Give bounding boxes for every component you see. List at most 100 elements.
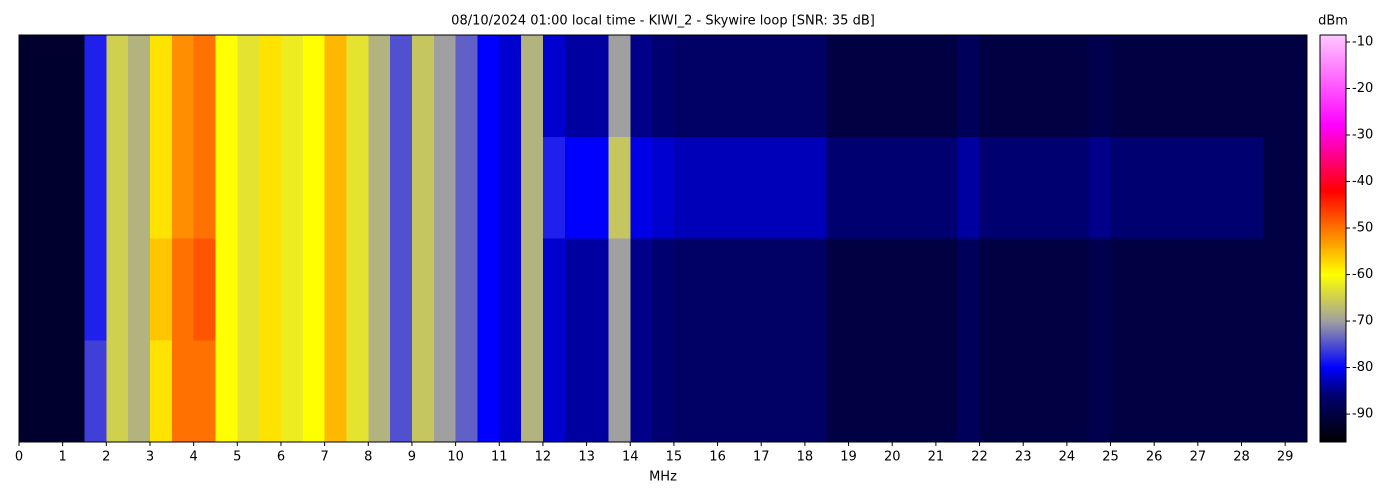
heatmap-cell <box>499 340 522 443</box>
heatmap-cell <box>455 35 478 138</box>
heatmap-cell <box>848 340 871 443</box>
heatmap-cell <box>1110 136 1133 239</box>
colorbar-tick-label: -70 <box>1352 314 1373 329</box>
heatmap-cell <box>237 136 260 239</box>
heatmap-cell <box>542 136 566 239</box>
heatmap-cell <box>870 340 893 443</box>
colorbar-tick-label: -30 <box>1352 128 1373 143</box>
heatmap-cell <box>259 35 282 138</box>
heatmap-cell <box>84 136 107 239</box>
heatmap-cell <box>783 35 806 138</box>
heatmap-cell <box>19 340 42 443</box>
plot-frame <box>18 34 1308 443</box>
heatmap-cell <box>1088 35 1112 138</box>
heatmap-cell <box>1241 238 1264 341</box>
heatmap-cell <box>215 238 238 341</box>
heatmap-cell <box>19 136 42 239</box>
heatmap-cell <box>1045 136 1068 239</box>
heatmap-cell <box>935 35 959 138</box>
heatmap-cell <box>455 238 478 341</box>
x-tick-label: 16 <box>709 450 726 465</box>
heatmap-cell <box>1263 238 1286 341</box>
heatmap-cell <box>171 238 195 341</box>
heatmap-cell <box>1285 340 1308 443</box>
x-tick-label: 4 <box>190 450 198 465</box>
heatmap-cell <box>40 136 64 239</box>
heatmap-cell <box>914 136 937 239</box>
heatmap-cell <box>1066 340 1090 443</box>
heatmap-cell <box>870 136 893 239</box>
heatmap-cell <box>673 340 697 443</box>
heatmap-cell <box>84 238 107 341</box>
heatmap-cell <box>368 238 391 341</box>
heatmap-cell <box>1023 136 1046 239</box>
heatmap-cell <box>259 136 282 239</box>
heatmap-cell <box>1285 35 1308 138</box>
heatmap-cell <box>826 238 850 341</box>
heatmap-cell <box>1110 340 1133 443</box>
heatmap-cell <box>390 136 413 239</box>
heatmap-cell <box>19 238 42 341</box>
heatmap-cell <box>106 340 129 443</box>
heatmap-cell <box>652 340 675 443</box>
heatmap-cell <box>717 136 740 239</box>
heatmap-cell <box>171 340 195 443</box>
x-tick-label: 3 <box>146 450 154 465</box>
heatmap-cell <box>979 35 1002 138</box>
heatmap-cell <box>673 35 697 138</box>
heatmap-cell <box>280 136 304 239</box>
heatmap-cell <box>652 35 675 138</box>
heatmap-cell <box>477 340 500 443</box>
x-tick-label: 5 <box>233 450 241 465</box>
heatmap-cell <box>237 238 260 341</box>
heatmap-cell <box>259 238 282 341</box>
heatmap-cell <box>695 340 719 443</box>
heatmap-cell <box>390 340 413 443</box>
heatmap-cell <box>695 35 719 138</box>
heatmap-cell <box>521 136 544 239</box>
heatmap-cell <box>346 238 369 341</box>
heatmap-cell <box>564 238 588 341</box>
heatmap-cell <box>695 136 719 239</box>
heatmap-cell <box>1241 136 1264 239</box>
heatmap-cell <box>826 35 850 138</box>
heatmap-cell <box>390 238 413 341</box>
heatmap-cell <box>717 340 740 443</box>
heatmap-cell <box>717 35 740 138</box>
heatmap-cell <box>848 136 871 239</box>
heatmap-cell <box>542 238 566 341</box>
x-tick-label: 9 <box>408 450 416 465</box>
heatmap-cell <box>1001 340 1024 443</box>
heatmap-cell <box>411 35 435 138</box>
heatmap-cell <box>324 340 347 443</box>
heatmap-cell <box>215 35 238 138</box>
x-tick-label: 12 <box>535 450 552 465</box>
heatmap-cell <box>892 340 915 443</box>
heatmap-cell <box>1154 35 1177 138</box>
colorbar-tick-label: -40 <box>1352 174 1373 189</box>
heatmap-cell <box>280 340 304 443</box>
heatmap-cell <box>608 340 631 443</box>
heatmap-cell <box>193 136 216 239</box>
heatmap-cell <box>324 136 347 239</box>
heatmap-cell <box>1197 136 1221 239</box>
heatmap-cell <box>870 35 893 138</box>
heatmap-cell <box>1176 238 1199 341</box>
heatmap-cell <box>1219 35 1243 138</box>
x-tick-label: 0 <box>15 450 23 465</box>
heatmap-cell <box>783 340 806 443</box>
x-tick-label: 21 <box>928 450 945 465</box>
heatmap-cell <box>106 238 129 341</box>
heatmap-cell <box>411 136 435 239</box>
x-tick-label: 26 <box>1146 450 1163 465</box>
heatmap-cell <box>40 35 64 138</box>
heatmap-cell <box>957 340 981 443</box>
heatmap-cell <box>1110 35 1133 138</box>
heatmap-cell <box>979 136 1002 239</box>
x-tick-label: 11 <box>491 450 508 465</box>
heatmap-cell <box>542 35 566 138</box>
colorbar-tick-label: -80 <box>1352 360 1373 375</box>
heatmap-cell <box>324 238 347 341</box>
heatmap-cell <box>1197 35 1221 138</box>
